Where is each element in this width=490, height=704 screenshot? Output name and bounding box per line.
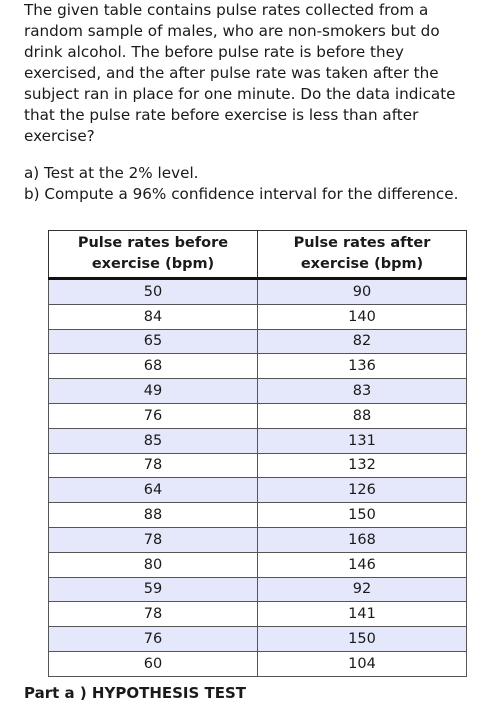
- cell-after: 141: [257, 601, 467, 628]
- table-row: 80 146: [48, 551, 467, 578]
- cell-before: 78: [48, 526, 258, 553]
- table-header-row: Pulse rates before exercise (bpm) Pulse …: [48, 230, 467, 280]
- cell-after: 82: [257, 328, 467, 355]
- cell-before: 76: [48, 626, 258, 652]
- cell-before: 50: [48, 278, 258, 305]
- header-after-exercise: Pulse rates after exercise (bpm): [257, 230, 467, 280]
- cell-before: 59: [48, 576, 258, 603]
- problem-statement: The given table contains pulse rates col…: [24, 0, 474, 147]
- cell-before: 88: [48, 502, 258, 528]
- cell-after: 83: [257, 378, 467, 404]
- cell-after: 140: [257, 303, 467, 330]
- cell-before: 84: [48, 303, 258, 330]
- cell-before: 49: [48, 378, 258, 404]
- cell-after: 168: [257, 526, 467, 553]
- table-row: 68 136: [48, 353, 467, 380]
- table-row: 85 131: [48, 427, 467, 454]
- part-a-instruction: a) Test at the 2% level.: [24, 164, 199, 182]
- cell-before: 64: [48, 477, 258, 504]
- cell-after: 90: [257, 278, 467, 305]
- problem-intro-text: The given table contains pulse rates col…: [24, 1, 456, 145]
- table-row: 78 141: [48, 601, 467, 628]
- table-row: 88 150: [48, 502, 467, 528]
- cell-before: 85: [48, 427, 258, 454]
- table-row: 50 90: [48, 278, 467, 305]
- cell-after: 150: [257, 626, 467, 652]
- part-b-instruction: b) Compute a 96% confidence interval for…: [24, 185, 459, 203]
- table-row: 60 104: [48, 650, 467, 677]
- cell-before: 76: [48, 402, 258, 429]
- cell-before: 60: [48, 650, 258, 677]
- table-row: 65 82: [48, 328, 467, 355]
- table-row: 64 126: [48, 477, 467, 504]
- cell-after: 136: [257, 353, 467, 380]
- table-row: 59 92: [48, 576, 467, 603]
- table-row: 76 150: [48, 626, 467, 652]
- cell-before: 68: [48, 353, 258, 380]
- cell-before: 80: [48, 551, 258, 578]
- cell-before: 78: [48, 601, 258, 628]
- table-row: 84 140: [48, 303, 467, 330]
- cell-after: 104: [257, 650, 467, 677]
- cell-after: 92: [257, 576, 467, 603]
- table-row: 76 88: [48, 402, 467, 429]
- cell-before: 65: [48, 328, 258, 355]
- cell-after: 126: [257, 477, 467, 504]
- cell-after: 131: [257, 427, 467, 454]
- cell-after: 132: [257, 452, 467, 479]
- part-a-heading: Part a ) HYPOTHESIS TEST: [24, 684, 247, 702]
- table-row: 78 168: [48, 526, 467, 553]
- table-row: 78 132: [48, 452, 467, 479]
- cell-after: 88: [257, 402, 467, 429]
- table-row: 49 83: [48, 378, 467, 404]
- cell-after: 146: [257, 551, 467, 578]
- pulse-rate-table: Pulse rates before exercise (bpm) Pulse …: [48, 230, 467, 677]
- cell-after: 150: [257, 502, 467, 528]
- header-before-exercise: Pulse rates before exercise (bpm): [48, 230, 258, 280]
- problem-parts: a) Test at the 2% level. b) Compute a 96…: [24, 163, 458, 205]
- cell-before: 78: [48, 452, 258, 479]
